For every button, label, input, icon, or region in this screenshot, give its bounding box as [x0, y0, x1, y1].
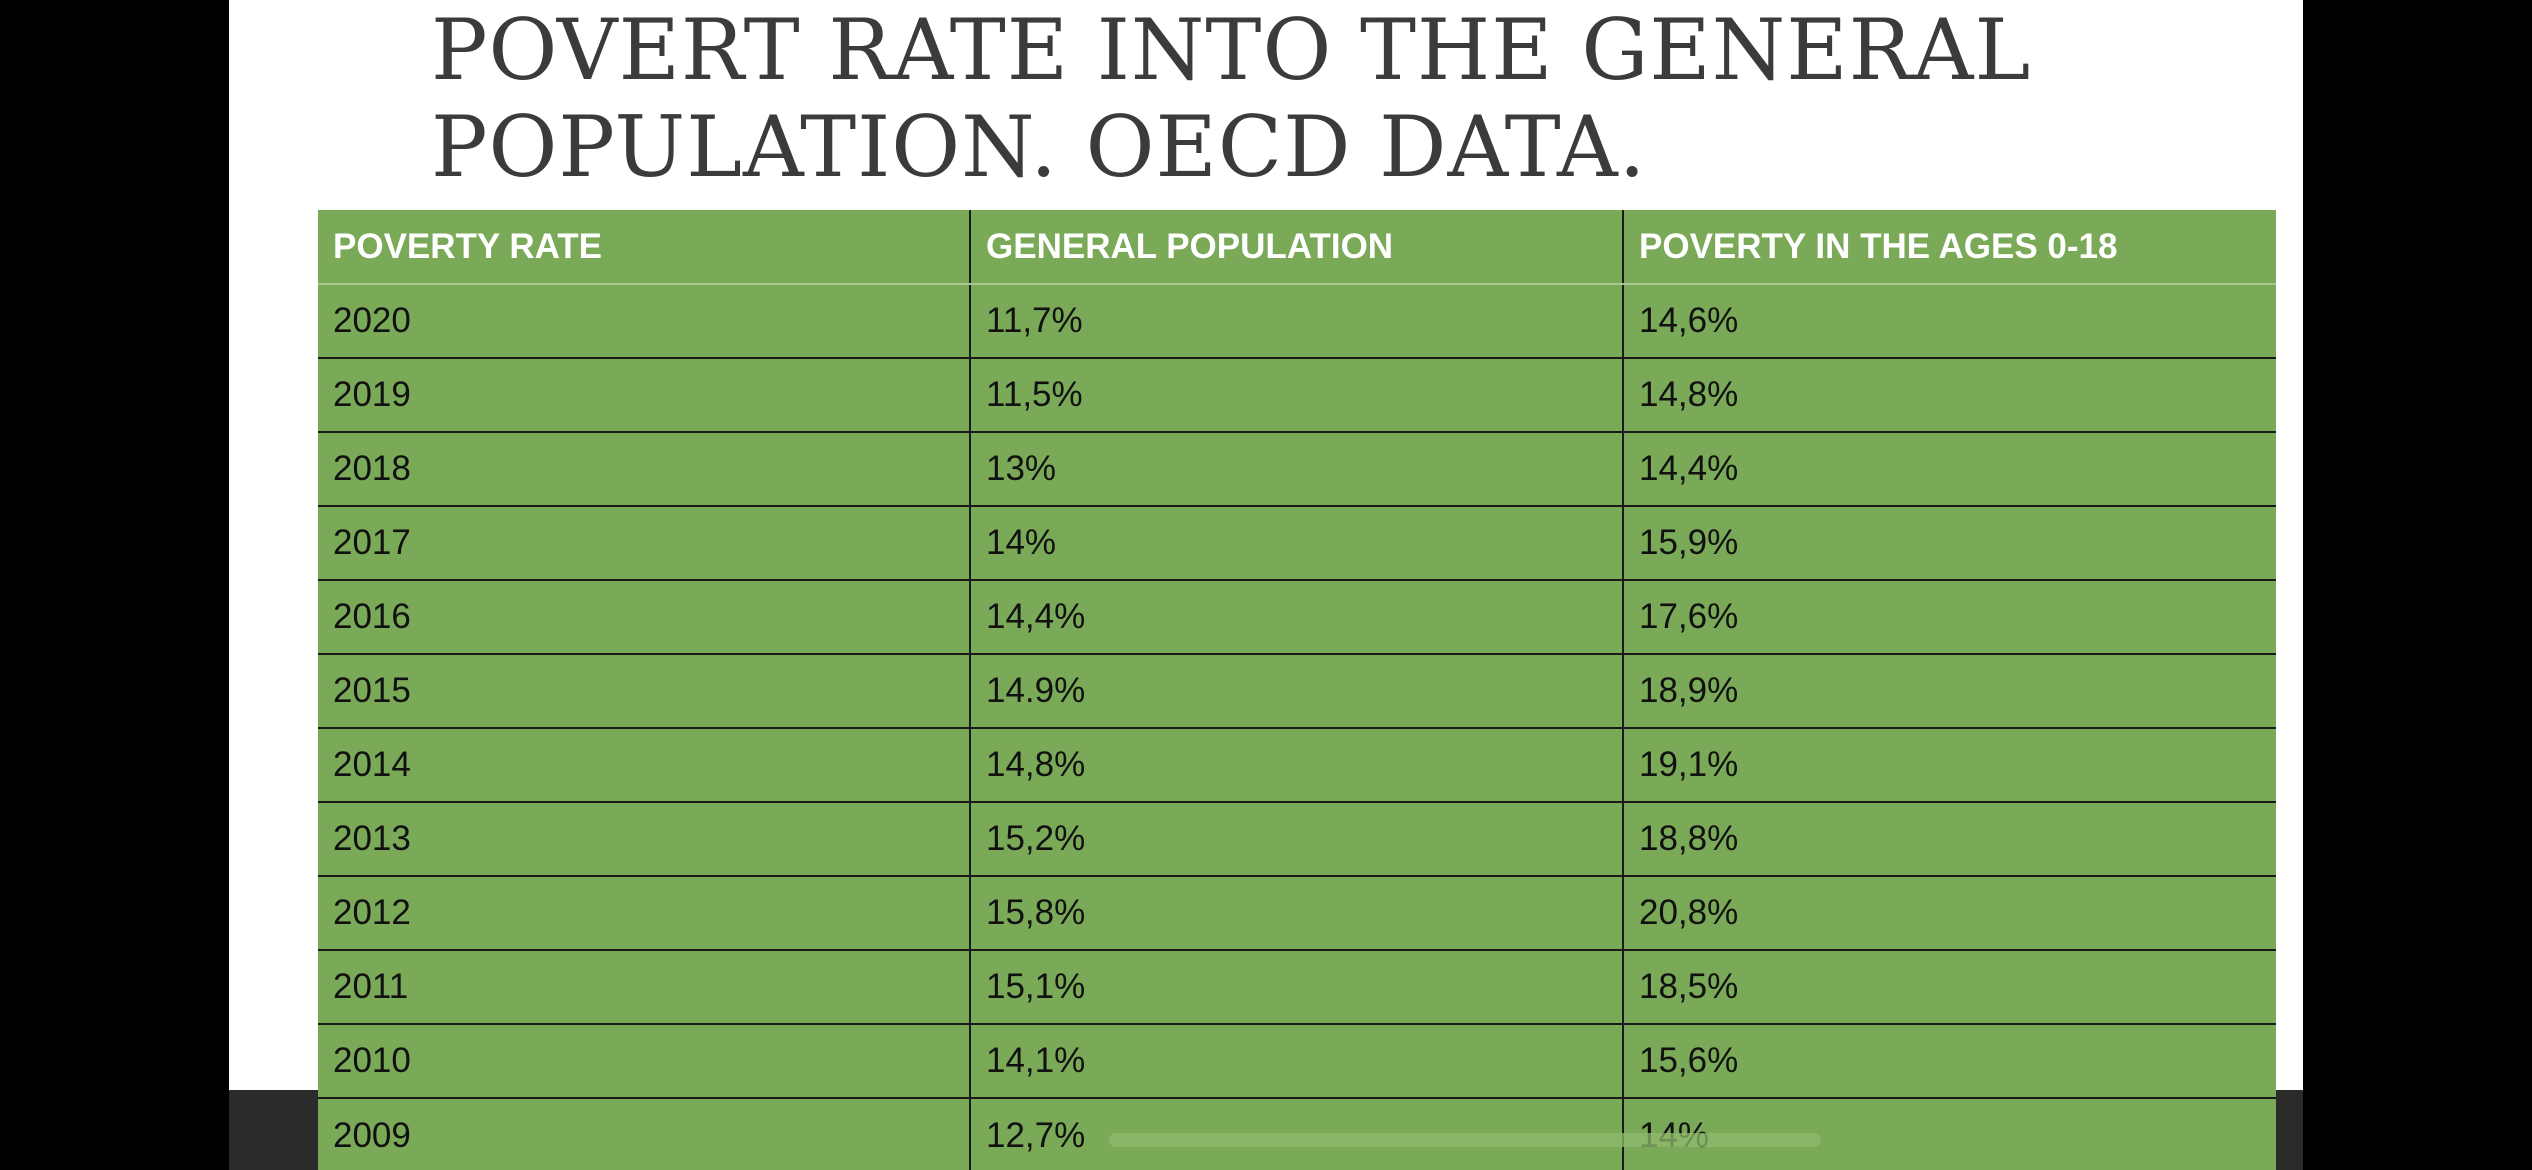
cell-general-population: 15,2%: [969, 801, 1623, 876]
cell-poverty-ages-0-18: 14,6%: [1622, 284, 2276, 358]
table-row: 2012 15,8% 20,8%: [318, 875, 2276, 950]
cell-poverty-ages-0-18: 19,1%: [1622, 727, 2276, 802]
cell-general-population: 13%: [969, 431, 1623, 506]
cell-year: 2009: [318, 1097, 970, 1170]
poverty-rate-table: POVERTY RATE GENERAL POPULATION POVERTY …: [318, 210, 2276, 1170]
table-row: 2017 14% 15,9%: [318, 505, 2276, 580]
cell-general-population: 14%: [969, 505, 1623, 580]
cell-year: 2013: [318, 801, 970, 876]
header-poverty-rate: POVERTY RATE: [318, 210, 970, 285]
cell-poverty-ages-0-18: 14%: [1622, 1097, 2276, 1170]
table-header-row: POVERTY RATE GENERAL POPULATION POVERTY …: [318, 210, 2276, 285]
cell-poverty-ages-0-18: 18,8%: [1622, 801, 2276, 876]
slide-title: POVERT RATE INTO THE GENERAL POPULATION.…: [431, 2, 2291, 196]
cell-general-population: 15,8%: [969, 875, 1623, 950]
table-row: 2018 13% 14,4%: [318, 431, 2276, 506]
header-poverty-ages-0-18: POVERTY IN THE AGES 0-18: [1622, 210, 2276, 285]
cell-general-population: 14,8%: [969, 727, 1623, 802]
cell-year: 2017: [318, 505, 970, 580]
cell-general-population: 15,1%: [969, 949, 1623, 1024]
playback-progress-bar[interactable]: [1109, 1133, 1821, 1147]
table-row: 2015 14.9% 18,9%: [318, 653, 2276, 728]
cell-poverty-ages-0-18: 17,6%: [1622, 579, 2276, 654]
table-row: 2014 14,8% 19,1%: [318, 727, 2276, 802]
table-row: 2011 15,1% 18,5%: [318, 949, 2276, 1024]
cell-poverty-ages-0-18: 18,9%: [1622, 653, 2276, 728]
cell-year: 2019: [318, 357, 970, 432]
cell-year: 2012: [318, 875, 970, 950]
cell-general-population: 14,1%: [969, 1023, 1623, 1098]
table-row: 2016 14,4% 17,6%: [318, 579, 2276, 654]
table-row: 2010 14,1% 15,6%: [318, 1023, 2276, 1098]
cell-year: 2010: [318, 1023, 970, 1098]
cell-poverty-ages-0-18: 14,8%: [1622, 357, 2276, 432]
cell-year: 2018: [318, 431, 970, 506]
slide-title-line-1: POVERT RATE INTO THE GENERAL: [431, 1, 2032, 99]
cell-general-population: 14,4%: [969, 579, 1623, 654]
cell-year: 2011: [318, 949, 970, 1024]
table-row: 2020 11,7% 14,6%: [318, 284, 2276, 358]
cell-poverty-ages-0-18: 20,8%: [1622, 875, 2276, 950]
cell-poverty-ages-0-18: 18,5%: [1622, 949, 2276, 1024]
table-body: 2020 11,7% 14,6% 2019 11,5% 14,8% 2018 13% 14,4%…: [318, 284, 2276, 1170]
cell-year: 2020: [333, 301, 411, 340]
slide-title-line-2: POPULATION. OECD DATA.: [431, 98, 1647, 196]
cell-general-population: 11,7%: [969, 284, 1623, 358]
cell-poverty-ages-0-18: 14,4%: [1622, 431, 2276, 506]
cell-general-population: 11,5%: [969, 357, 1623, 432]
slide: POVERT RATE INTO THE GENERAL POPULATION.…: [229, 0, 2303, 1170]
cell-year: 2015: [318, 653, 970, 728]
cell-poverty-ages-0-18: 15,6%: [1622, 1023, 2276, 1098]
cell-year: 2014: [318, 727, 970, 802]
header-general-population: GENERAL POPULATION: [969, 210, 1623, 285]
cell-general-population: 14.9%: [969, 653, 1623, 728]
cell-year: 2016: [318, 579, 970, 654]
cell-poverty-ages-0-18: 15,9%: [1622, 505, 2276, 580]
table-row: 2013 15,2% 18,8%: [318, 801, 2276, 876]
table-row: 2019 11,5% 14,8%: [318, 357, 2276, 432]
